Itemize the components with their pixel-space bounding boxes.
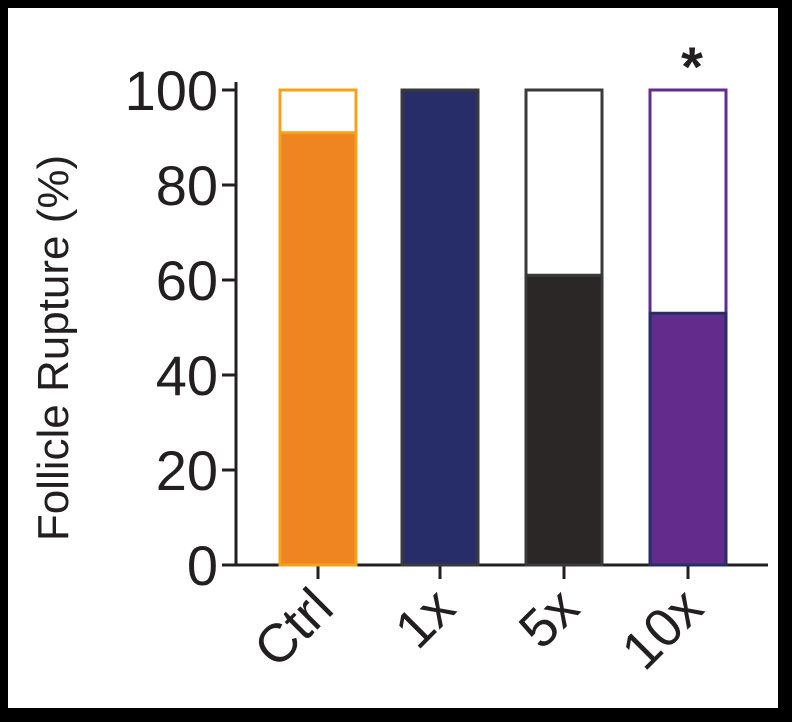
y-tick-label: 60 bbox=[156, 249, 218, 312]
bars bbox=[278, 88, 728, 567]
chart-frame: 0 20 40 60 80 100 Ctrl 1x 5x 10x * Follicle Rupt… bbox=[8, 8, 778, 708]
y-tick-label: 20 bbox=[156, 439, 218, 502]
y-axis-label: Follicle Rupture (%) bbox=[29, 155, 78, 541]
x-tick-label: 1x bbox=[384, 577, 467, 660]
y-tick-label: 80 bbox=[156, 154, 218, 217]
significance-marker: * bbox=[681, 35, 703, 98]
annotations: * bbox=[681, 35, 703, 98]
bar-10x bbox=[648, 311, 728, 567]
y-ticks: 0 20 40 60 80 100 bbox=[125, 59, 236, 597]
x-tick-label: 5x bbox=[508, 577, 591, 660]
bar-chart: 0 20 40 60 80 100 Ctrl 1x 5x 10x * Follicle Rupt… bbox=[29, 35, 768, 681]
x-tick-label: 10x bbox=[610, 577, 714, 681]
y-tick-label: 100 bbox=[125, 59, 218, 122]
bar-5x bbox=[524, 273, 604, 567]
bar-1x bbox=[400, 88, 480, 567]
y-tick-label: 40 bbox=[156, 344, 218, 407]
x-ticks: Ctrl 1x 5x 10x bbox=[243, 565, 714, 681]
bar-Ctrl bbox=[278, 131, 358, 567]
y-tick-label: 0 bbox=[187, 534, 218, 597]
x-tick-label: Ctrl bbox=[243, 577, 345, 679]
